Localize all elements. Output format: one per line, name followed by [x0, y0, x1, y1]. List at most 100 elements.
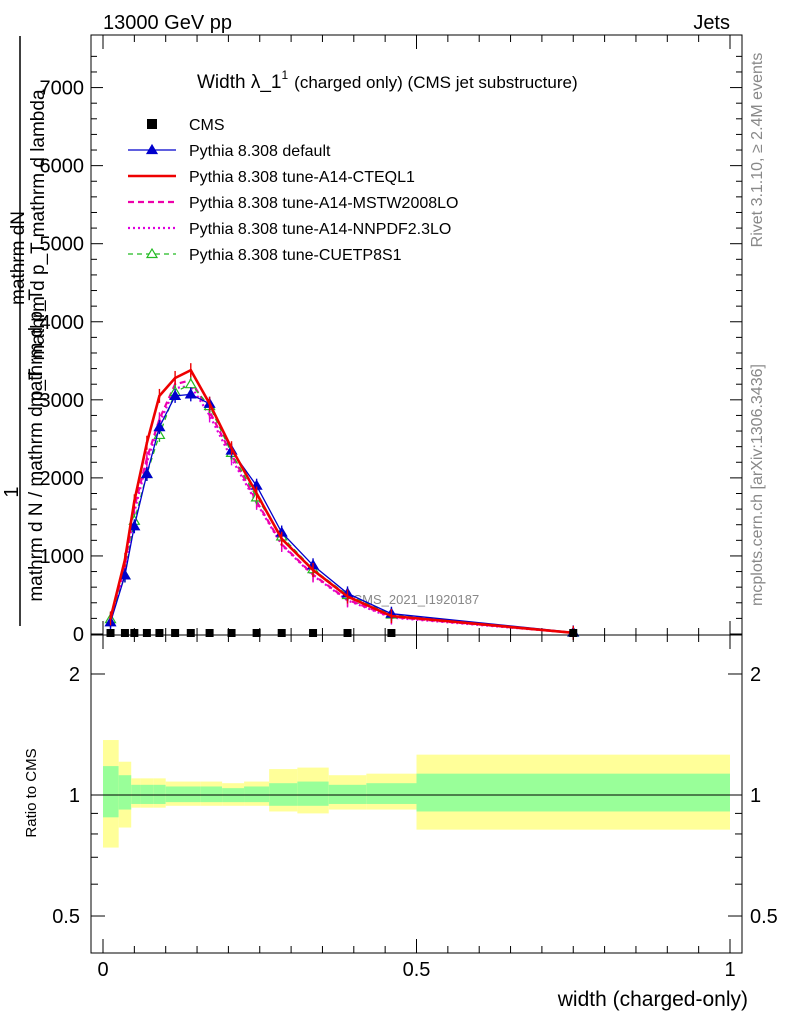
series-line: [109, 384, 574, 634]
ratio-ytick-label-right: 1: [750, 785, 761, 807]
ratio-band-inner: [103, 766, 119, 818]
header-left: 13000 GeV pp: [103, 12, 232, 34]
plot-title-main: Width λ_1: [197, 72, 281, 93]
top-panel-ticks: [91, 35, 742, 635]
data-point: [280, 537, 283, 540]
rivet-version-label: Rivet 3.1.10, ≥ 2.4M events: [749, 53, 766, 248]
series-line: [109, 368, 574, 635]
data-point: [128, 520, 141, 531]
data-point: [184, 388, 197, 399]
series-pythia-8-308-tune-a14-nnpdf2-3lo: [109, 378, 575, 640]
data-point: [158, 418, 161, 421]
ylabel-one: 1: [1, 486, 23, 497]
ratio-band-inner: [200, 786, 223, 803]
ratio-band-inner: [328, 784, 367, 804]
top-panel-ytick-labels: 0 1000 2000 3000 4000 5000 6000 7000: [40, 78, 85, 646]
plot-title: Width λ_11 (charged only) (CMS jet substr…: [197, 68, 578, 93]
series-pythia-8-308-default: [104, 387, 580, 640]
legend-item: Pythia 8.308 tune-A14-NNPDF2.3LO: [128, 221, 451, 238]
ylabel-denominator: mathrm d N / mathrm d p_T: [26, 368, 47, 602]
data-point: [208, 402, 211, 405]
plot-title-sup: 1: [281, 68, 288, 82]
data-point: [255, 492, 258, 495]
ytick-label: 6000: [40, 156, 85, 178]
legend-marker: [145, 247, 159, 259]
legend-item: Pythia 8.308 tune-CUETP8S1: [128, 247, 402, 264]
cms-data-point: [227, 629, 236, 637]
data-point: [158, 394, 161, 398]
data-point: [140, 467, 153, 479]
plot-title-paren: (charged only) (CMS jet substructure): [294, 73, 577, 92]
ratio-bands: [103, 740, 730, 848]
data-point: [133, 500, 136, 503]
legend: CMS Pythia 8.308 default Pythia 8.308 tune…: [128, 117, 458, 264]
cms-data-point: [387, 629, 396, 637]
data-point: [184, 378, 197, 389]
ratio-ytick-labels: 0.5 0.5 1 1 2 2: [52, 664, 778, 928]
cms-data-point: [106, 629, 115, 637]
ratio-band-inner: [131, 784, 141, 804]
xtick-label: 0: [97, 959, 108, 981]
ytick-label: 4000: [40, 312, 85, 334]
cms-data-point: [142, 629, 151, 637]
ratio-band-inner: [153, 784, 166, 804]
ratio-ylabel: Ratio to CMS: [23, 748, 40, 837]
ytick-label: 5000: [40, 234, 85, 256]
cms-data-point: [171, 629, 180, 637]
data-point: [145, 457, 149, 460]
ylabel-dn: mathrm dN: [8, 211, 29, 305]
legend-item: Pythia 8.308 default: [128, 143, 331, 160]
ratio-band-inner: [118, 775, 132, 810]
series-layer: [104, 363, 580, 640]
data-point: [230, 447, 233, 450]
ytick-label: 2000: [40, 468, 85, 490]
xtick-label: 1: [724, 959, 735, 981]
data-point: [109, 617, 112, 620]
cms-data-point: [186, 629, 195, 637]
cms-data-point: [277, 629, 286, 637]
legend-item: CMS: [147, 117, 225, 134]
legend-item: Pythia 8.308 tune-A14-CTEQL1: [128, 169, 415, 186]
legend-label: Pythia 8.308 default: [189, 143, 331, 160]
data-point: [390, 614, 393, 618]
cms-data-point: [205, 629, 214, 637]
ratio-band-inner: [165, 786, 185, 803]
data-point: [173, 376, 177, 380]
ylabel-dpt-dlambda: mathrm d p_T mathrm d lambda: [28, 89, 49, 360]
series-pythia-8-308-tune-a14-cteql1: [109, 363, 575, 640]
ratio-ytick-label: 2: [69, 664, 80, 686]
legend-label: CMS: [189, 117, 225, 134]
legend-label: Pythia 8.308 tune-A14-NNPDF2.3LO: [189, 221, 451, 238]
legend-marker: [145, 143, 159, 155]
ytick-label: 7000: [40, 78, 85, 100]
header-right: Jets: [693, 12, 730, 34]
x-axis-label: width (charged-only): [557, 988, 748, 1011]
legend-label: Pythia 8.308 tune-A14-MSTW2008LO: [189, 195, 458, 212]
ratio-band-inner: [184, 786, 201, 803]
ratio-band-inner: [297, 781, 329, 806]
legend-label: Pythia 8.308 tune-CUETP8S1: [189, 247, 402, 264]
ratio-ytick-label-right: 2: [750, 664, 761, 686]
legend-swatch: [147, 119, 157, 129]
ratio-ytick-label: 0.5: [52, 906, 80, 928]
ytick-label: 0: [73, 624, 84, 646]
ratio-panel-ticks: [91, 635, 742, 953]
ratio-band-inner: [416, 773, 730, 812]
data-point: [123, 558, 127, 562]
data-point: [169, 389, 182, 401]
cms-data-point: [309, 629, 318, 637]
ratio-ytick-label-right: 0.5: [750, 906, 778, 928]
ratio-band-inner: [244, 786, 270, 803]
cms-data-point: [569, 629, 578, 637]
mcplots-label: mcplots.cern.ch [arXiv:1306.3436]: [749, 364, 766, 606]
ratio-band-inner: [140, 784, 154, 804]
ytick-label: 3000: [40, 390, 85, 412]
analysis-watermark: CMS_2021_I1920187: [353, 592, 480, 607]
ratio-band-inner: [269, 783, 298, 806]
cms-points: [106, 629, 578, 637]
data-point: [346, 595, 349, 598]
data-point: [311, 568, 315, 572]
ratio-ytick-label: 1: [69, 785, 80, 807]
data-point: [153, 420, 166, 432]
